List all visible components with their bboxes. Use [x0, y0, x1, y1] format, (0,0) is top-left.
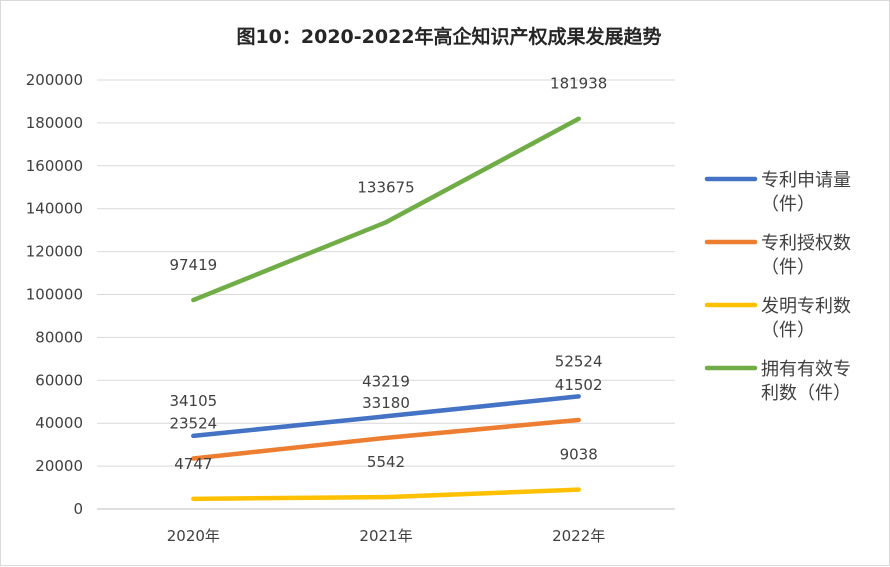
data-label: 133675 [357, 178, 414, 196]
data-label: 41502 [555, 376, 603, 394]
data-labels: 34105 43219 52524 23524 33180 41502 4747 5542 90… [169, 75, 607, 473]
y-axis-tick-labels: 0 20000 40000 60000 80000 100000 120000 140000 1… [26, 71, 83, 518]
data-label: 43219 [362, 372, 410, 390]
data-label: 181938 [550, 75, 607, 93]
chart-title: 图10：2020-2022年高企知识产权成果发展趋势 [236, 25, 661, 48]
legend-label: 专利申请量 [761, 170, 851, 191]
legend-label: 发明专利数 [761, 296, 851, 317]
x-tick-label: 2020年 [167, 527, 220, 545]
data-label: 97419 [169, 256, 217, 274]
series-line [191, 116, 581, 303]
data-label: 5542 [367, 453, 405, 471]
y-tick-label: 20000 [35, 457, 83, 475]
data-label: 34105 [169, 392, 217, 410]
y-tick-label: 40000 [35, 414, 83, 432]
x-tick-label: 2021年 [359, 527, 412, 545]
legend-label: 拥有有效专 [761, 359, 851, 380]
legend-label: （件） [761, 320, 815, 341]
series-line [191, 487, 581, 502]
data-label: 9038 [560, 446, 598, 464]
gridlines [97, 79, 675, 510]
y-tick-label: 180000 [26, 114, 83, 132]
series-line [191, 394, 581, 439]
series-lines [191, 116, 581, 502]
y-tick-label: 80000 [35, 328, 83, 346]
y-tick-label: 160000 [26, 157, 83, 175]
y-tick-label: 120000 [26, 243, 83, 261]
y-tick-label: 140000 [26, 200, 83, 218]
x-axis-tick-labels: 2020年 2021年 2022年 [167, 527, 606, 545]
y-tick-label: 100000 [26, 286, 83, 304]
legend-label: （件） [761, 257, 815, 278]
data-label: 4747 [174, 455, 212, 473]
y-tick-label: 60000 [35, 371, 83, 389]
y-tick-label: 200000 [26, 71, 83, 89]
series-line [191, 417, 581, 461]
legend-label: （件） [761, 194, 815, 215]
x-tick-label: 2022年 [552, 527, 605, 545]
data-label: 33180 [362, 394, 410, 412]
legend-label: 利数（件） [761, 383, 851, 404]
y-tick-label: 0 [73, 500, 83, 518]
data-label: 23524 [169, 415, 217, 433]
legend-label: 专利授权数 [761, 233, 851, 254]
data-label: 52524 [555, 352, 603, 370]
